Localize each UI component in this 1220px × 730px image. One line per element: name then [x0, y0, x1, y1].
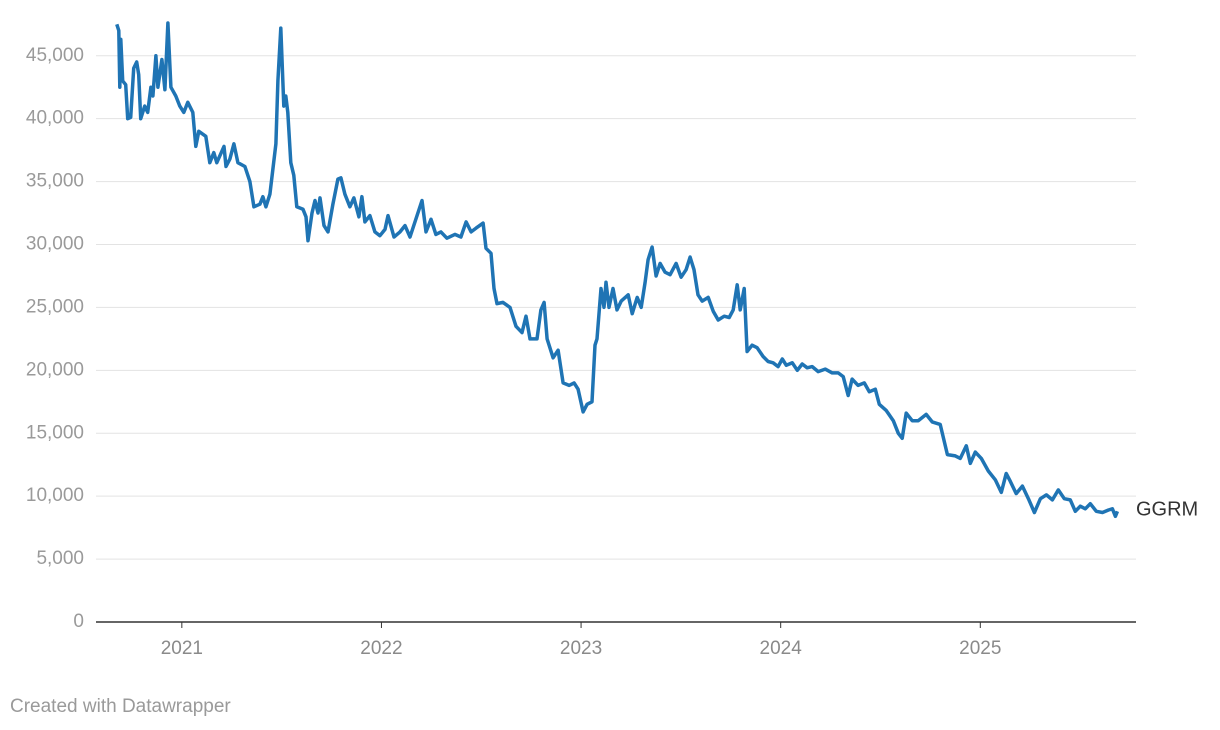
- y-tick-label: 15,000: [26, 422, 84, 443]
- y-tick-label: 45,000: [26, 45, 84, 66]
- y-tick-label: 10,000: [26, 485, 84, 506]
- y-tick-label: 25,000: [26, 296, 84, 317]
- x-tick-label: 2023: [560, 638, 602, 659]
- x-tick-label: 2021: [161, 638, 203, 659]
- x-tick-label: 2025: [959, 638, 1001, 659]
- y-tick-label: 0: [73, 611, 84, 632]
- credit: Created with Datawrapper: [10, 696, 231, 717]
- y-tick-label: 5,000: [36, 548, 84, 569]
- y-tick-label: 40,000: [26, 108, 84, 129]
- series-label: GGRM: [1136, 499, 1198, 521]
- y-tick-label: 30,000: [26, 234, 84, 255]
- x-tick-label: 2022: [360, 638, 402, 659]
- x-tick-label: 2024: [760, 638, 803, 659]
- y-tick-label: 35,000: [26, 171, 84, 192]
- y-tick-label: 20,000: [26, 359, 84, 380]
- series-line: [115, 21, 1120, 519]
